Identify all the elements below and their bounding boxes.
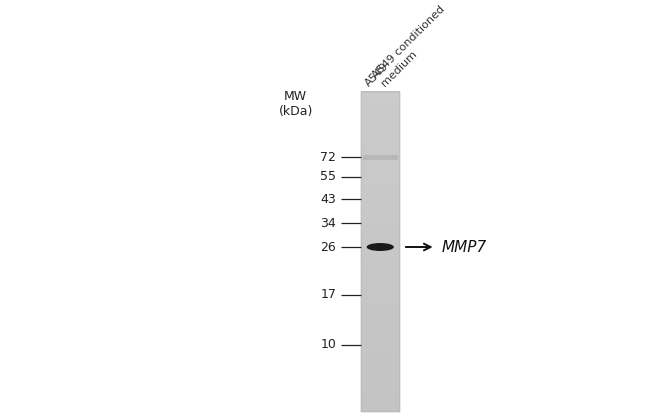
Bar <box>361 295 400 300</box>
Bar <box>361 147 400 152</box>
Bar <box>361 135 400 140</box>
Ellipse shape <box>367 243 394 251</box>
Bar <box>361 243 400 248</box>
Bar <box>361 119 400 124</box>
Bar <box>361 195 400 200</box>
Bar <box>361 159 400 164</box>
Text: MMP7: MMP7 <box>442 240 488 254</box>
Bar <box>361 263 400 268</box>
Bar <box>361 303 400 308</box>
Bar <box>361 227 400 232</box>
Bar <box>361 407 400 412</box>
Text: 43: 43 <box>320 192 336 206</box>
Bar <box>363 155 398 160</box>
Bar <box>361 203 400 208</box>
Text: 17: 17 <box>320 289 336 302</box>
Bar <box>361 179 400 184</box>
Bar <box>361 255 400 260</box>
Bar <box>361 299 400 304</box>
Bar <box>361 115 400 120</box>
Bar <box>361 223 400 228</box>
Bar <box>361 327 400 332</box>
Bar <box>361 91 400 96</box>
Bar <box>361 163 400 168</box>
Bar <box>361 339 400 344</box>
Bar <box>361 199 400 204</box>
Bar <box>361 259 400 264</box>
Bar <box>361 363 400 368</box>
Bar <box>361 391 400 396</box>
Text: 55: 55 <box>320 170 336 183</box>
Bar <box>361 171 400 176</box>
Bar <box>361 335 400 340</box>
Bar <box>361 139 400 144</box>
Bar <box>361 123 400 128</box>
Bar <box>361 251 400 256</box>
Bar <box>361 155 400 160</box>
Bar <box>361 211 400 216</box>
Bar <box>361 287 400 292</box>
Bar <box>361 331 400 336</box>
Bar <box>361 187 400 192</box>
Bar <box>361 92 400 412</box>
Bar <box>361 219 400 224</box>
Bar <box>361 279 400 284</box>
Bar <box>361 207 400 212</box>
Bar <box>361 247 400 252</box>
Bar <box>361 231 400 236</box>
Bar <box>361 395 400 400</box>
Bar <box>361 275 400 280</box>
Bar <box>361 183 400 188</box>
Bar <box>361 151 400 156</box>
Bar <box>361 315 400 320</box>
Bar <box>361 399 400 404</box>
Bar <box>361 387 400 392</box>
Bar <box>361 323 400 328</box>
Bar <box>361 103 400 108</box>
Bar <box>361 107 400 112</box>
Bar <box>361 95 400 100</box>
Bar <box>361 403 400 408</box>
Bar <box>361 375 400 380</box>
Text: 26: 26 <box>320 241 336 253</box>
Bar <box>361 319 400 324</box>
Text: MW
(kDa): MW (kDa) <box>279 90 313 118</box>
Text: 34: 34 <box>320 217 336 230</box>
Bar <box>361 235 400 240</box>
Bar <box>361 215 400 220</box>
Bar <box>361 111 400 116</box>
Text: 72: 72 <box>320 151 336 164</box>
Bar <box>361 143 400 148</box>
Bar <box>361 131 400 136</box>
Bar <box>361 343 400 348</box>
Text: 10: 10 <box>320 338 336 351</box>
Bar <box>361 291 400 296</box>
Bar <box>361 355 400 360</box>
Bar <box>361 271 400 276</box>
Bar <box>361 267 400 272</box>
Text: A549 conditioned
medium: A549 conditioned medium <box>371 4 456 88</box>
Bar <box>361 283 400 288</box>
Bar <box>361 191 400 196</box>
Bar <box>361 127 400 132</box>
Bar <box>361 359 400 364</box>
Bar <box>361 383 400 388</box>
Bar <box>361 379 400 384</box>
Bar <box>361 351 400 356</box>
Bar <box>361 99 400 104</box>
Bar <box>361 175 400 180</box>
Bar <box>361 347 400 352</box>
Bar <box>361 167 400 172</box>
Bar <box>361 239 400 244</box>
Text: A549: A549 <box>363 61 391 88</box>
Bar <box>361 367 400 372</box>
Bar <box>361 311 400 316</box>
Bar <box>361 371 400 376</box>
Bar <box>361 307 400 312</box>
